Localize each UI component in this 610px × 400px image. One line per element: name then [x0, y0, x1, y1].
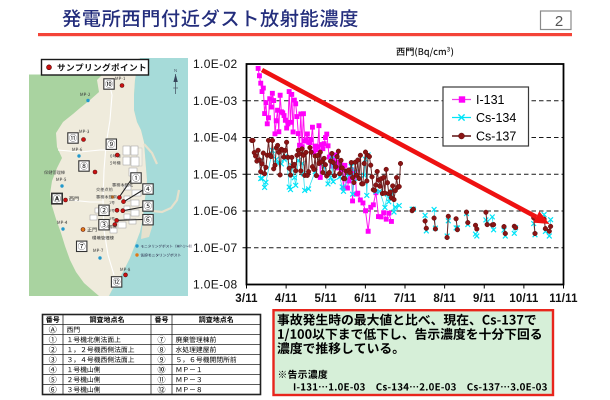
- svg-text:9/11: 9/11: [473, 293, 496, 305]
- svg-text:1.0E-06: 1.0E-06: [193, 204, 237, 218]
- svg-text:I-131: I-131: [476, 93, 505, 107]
- svg-text:1.0E-05: 1.0E-05: [193, 167, 237, 181]
- svg-text:11/11: 11/11: [549, 293, 578, 305]
- svg-text:Cs-137: Cs-137: [476, 130, 516, 144]
- svg-text:8/11: 8/11: [433, 293, 456, 305]
- svg-text:4/11: 4/11: [275, 293, 298, 305]
- svg-text:10/11: 10/11: [509, 293, 539, 305]
- svg-text:1.0E-04: 1.0E-04: [193, 131, 237, 145]
- svg-text:2: 2: [555, 13, 563, 30]
- svg-text:1.0E-02: 1.0E-02: [193, 57, 237, 71]
- svg-text:3/11: 3/11: [235, 293, 258, 305]
- svg-text:1.0E-03: 1.0E-03: [193, 94, 237, 108]
- svg-text:N: N: [174, 68, 177, 73]
- svg-text:1.0E-07: 1.0E-07: [193, 241, 237, 255]
- svg-text:Cs-134: Cs-134: [476, 111, 516, 125]
- svg-text:5/11: 5/11: [314, 293, 337, 305]
- svg-text:6/11: 6/11: [354, 293, 377, 305]
- svg-text:7/11: 7/11: [394, 293, 417, 305]
- svg-text:1.0E-08: 1.0E-08: [193, 278, 237, 292]
